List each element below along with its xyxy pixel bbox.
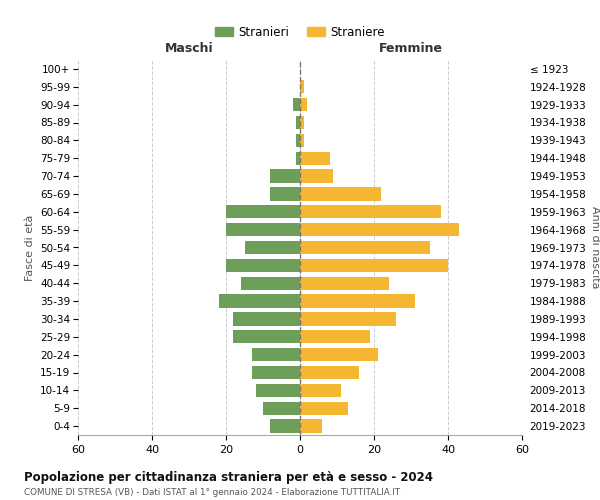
Bar	[293, 98, 300, 112]
Bar	[252, 366, 300, 379]
Bar	[296, 152, 300, 165]
Bar	[300, 330, 370, 344]
Bar	[300, 276, 389, 290]
Bar	[245, 241, 300, 254]
Bar	[300, 170, 334, 183]
Bar	[300, 98, 307, 112]
Bar	[300, 312, 396, 326]
Bar	[300, 187, 382, 200]
Bar	[300, 116, 304, 129]
Bar	[256, 384, 300, 397]
Text: Femmine: Femmine	[379, 42, 443, 54]
Bar	[271, 187, 300, 200]
Bar	[300, 205, 440, 218]
Bar	[300, 366, 359, 379]
Bar	[300, 402, 348, 415]
Bar	[271, 420, 300, 433]
Y-axis label: Anni di nascita: Anni di nascita	[590, 206, 600, 289]
Bar	[226, 205, 300, 218]
Bar	[300, 384, 341, 397]
Bar	[226, 258, 300, 272]
Bar	[241, 276, 300, 290]
Text: Maschi: Maschi	[164, 42, 214, 54]
Legend: Stranieri, Straniere: Stranieri, Straniere	[210, 21, 390, 44]
Bar	[300, 152, 329, 165]
Bar	[300, 80, 304, 94]
Bar	[263, 402, 300, 415]
Bar	[296, 134, 300, 147]
Bar	[218, 294, 300, 308]
Text: Popolazione per cittadinanza straniera per età e sesso - 2024: Popolazione per cittadinanza straniera p…	[24, 471, 433, 484]
Y-axis label: Fasce di età: Fasce di età	[25, 214, 35, 280]
Bar	[300, 420, 322, 433]
Bar	[300, 348, 378, 362]
Bar	[300, 134, 304, 147]
Bar	[226, 223, 300, 236]
Bar	[300, 241, 430, 254]
Bar	[233, 312, 300, 326]
Bar	[300, 223, 459, 236]
Text: COMUNE DI STRESA (VB) - Dati ISTAT al 1° gennaio 2024 - Elaborazione TUTTITALIA.: COMUNE DI STRESA (VB) - Dati ISTAT al 1°…	[24, 488, 400, 497]
Bar	[296, 116, 300, 129]
Bar	[252, 348, 300, 362]
Bar	[300, 258, 448, 272]
Bar	[271, 170, 300, 183]
Bar	[233, 330, 300, 344]
Bar	[300, 294, 415, 308]
